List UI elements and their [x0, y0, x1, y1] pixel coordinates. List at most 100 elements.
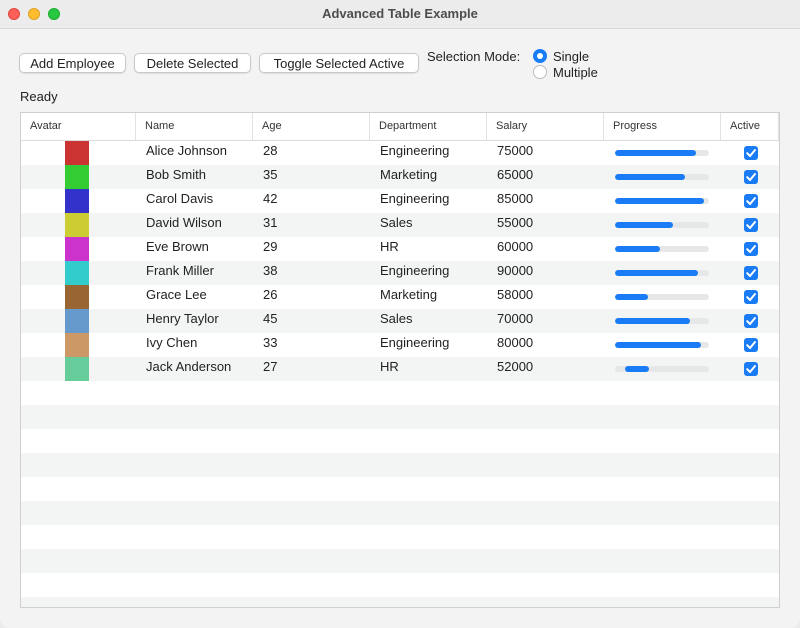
single-mode-radio[interactable] [533, 49, 547, 63]
name-cell: Jack Anderson [146, 359, 232, 374]
avatar [65, 309, 89, 333]
department-cell: HR [380, 239, 399, 254]
progress-fill [625, 366, 649, 372]
avatar [65, 141, 89, 165]
column-header-progress[interactable]: Progress [604, 113, 721, 140]
salary-cell: 85000 [497, 191, 534, 206]
table-row[interactable]: David Wilson 31 Sales 55000 [21, 213, 779, 237]
column-header-avatar[interactable]: Avatar [21, 113, 136, 140]
empty-row [21, 453, 779, 477]
avatar [65, 333, 89, 357]
table-header: Avatar Name Age Department Salary Progre… [21, 113, 779, 141]
department-cell: Sales [380, 311, 413, 326]
progress-fill [615, 270, 698, 276]
empty-row [21, 525, 779, 549]
progress-fill [615, 246, 661, 252]
age-cell: 27 [263, 359, 278, 374]
multiple-mode-label[interactable]: Multiple [553, 65, 598, 80]
empty-row [21, 573, 779, 597]
progress-bar [615, 222, 709, 228]
status-label: Ready [20, 89, 58, 104]
employee-table[interactable]: Avatar Name Age Department Salary Progre… [20, 112, 780, 608]
progress-fill [615, 222, 674, 228]
toggle-selected-active-button[interactable]: Toggle Selected Active [259, 53, 419, 73]
progress-bar [615, 174, 709, 180]
avatar [65, 165, 89, 189]
progress-fill [615, 174, 685, 180]
active-checkbox[interactable] [744, 194, 758, 208]
progress-bar [615, 366, 709, 372]
age-cell: 31 [263, 215, 278, 230]
progress-bar [615, 342, 709, 348]
progress-bar [615, 270, 709, 276]
department-cell: Marketing [380, 167, 438, 182]
table-row[interactable]: Ivy Chen 33 Engineering 80000 [21, 333, 779, 357]
progress-bar [615, 318, 709, 324]
salary-cell: 70000 [497, 311, 534, 326]
name-cell: Eve Brown [146, 239, 209, 254]
column-header-department[interactable]: Department [370, 113, 487, 140]
table-row[interactable]: Eve Brown 29 HR 60000 [21, 237, 779, 261]
avatar [65, 237, 89, 261]
add-employee-button[interactable]: Add Employee [19, 53, 126, 73]
department-cell: Marketing [380, 287, 438, 302]
table-row[interactable]: Jack Anderson 27 HR 52000 [21, 357, 779, 381]
single-mode-label[interactable]: Single [553, 49, 590, 64]
zoom-window-button[interactable] [48, 8, 60, 20]
active-checkbox[interactable] [744, 362, 758, 376]
age-cell: 35 [263, 167, 278, 182]
close-window-button[interactable] [8, 8, 20, 20]
department-cell: Engineering [380, 335, 450, 350]
salary-cell: 90000 [497, 263, 534, 278]
department-cell: Engineering [380, 143, 450, 158]
active-checkbox[interactable] [744, 290, 758, 304]
table-row[interactable]: Carol Davis 42 Engineering 85000 [21, 189, 779, 213]
avatar [65, 261, 89, 285]
table-row[interactable]: Henry Taylor 45 Sales 70000 [21, 309, 779, 333]
minimize-window-button[interactable] [28, 8, 40, 20]
multiple-mode-radio[interactable] [533, 65, 547, 79]
age-cell: 45 [263, 311, 278, 326]
column-header-name[interactable]: Name [136, 113, 253, 140]
table-row[interactable]: Alice Johnson 28 Engineering 75000 [21, 141, 779, 165]
salary-cell: 55000 [497, 215, 534, 230]
department-cell: Engineering [380, 191, 450, 206]
selection-mode-label: Selection Mode: [427, 49, 521, 64]
name-cell: David Wilson [146, 215, 222, 230]
column-header-salary[interactable]: Salary [487, 113, 604, 140]
empty-row [21, 381, 779, 405]
salary-cell: 58000 [497, 287, 534, 302]
empty-row [21, 429, 779, 453]
progress-fill [615, 198, 705, 204]
window-title: Advanced Table Example [322, 6, 478, 21]
active-checkbox[interactable] [744, 146, 758, 160]
table-row[interactable]: Grace Lee 26 Marketing 58000 [21, 285, 779, 309]
active-checkbox[interactable] [744, 170, 758, 184]
active-checkbox[interactable] [744, 218, 758, 232]
active-checkbox[interactable] [744, 338, 758, 352]
column-header-active[interactable]: Active [721, 113, 779, 140]
name-cell: Bob Smith [146, 167, 206, 182]
progress-bar [615, 246, 709, 252]
active-checkbox[interactable] [744, 266, 758, 280]
avatar [65, 189, 89, 213]
progress-fill [615, 342, 702, 348]
table-row[interactable]: Frank Miller 38 Engineering 90000 [21, 261, 779, 285]
delete-selected-button[interactable]: Delete Selected [134, 53, 251, 73]
column-header-age[interactable]: Age [253, 113, 370, 140]
name-cell: Alice Johnson [146, 143, 227, 158]
salary-cell: 75000 [497, 143, 534, 158]
age-cell: 42 [263, 191, 278, 206]
age-cell: 38 [263, 263, 278, 278]
empty-row [21, 477, 779, 501]
active-checkbox[interactable] [744, 314, 758, 328]
age-cell: 33 [263, 335, 278, 350]
table-row[interactable]: Bob Smith 35 Marketing 65000 [21, 165, 779, 189]
empty-row [21, 405, 779, 429]
empty-row [21, 597, 779, 607]
empty-row [21, 501, 779, 525]
name-cell: Grace Lee [146, 287, 207, 302]
active-checkbox[interactable] [744, 242, 758, 256]
salary-cell: 80000 [497, 335, 534, 350]
